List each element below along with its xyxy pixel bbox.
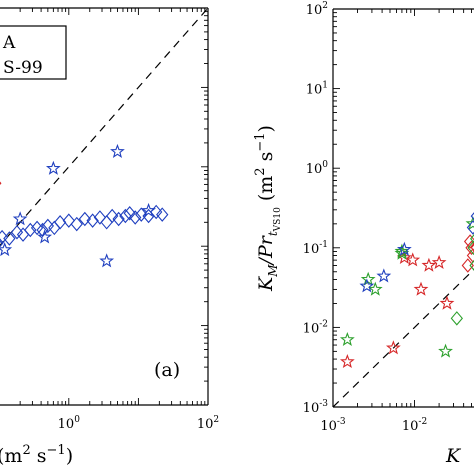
one-to-one-line-b (333, 268, 474, 407)
legend-a: A S-99 (0, 25, 67, 80)
star-marker-s5-p2 (396, 241, 412, 256)
diamond-marker-s4-p11 (36, 222, 49, 238)
y-tick-label-b-2: 10-1 (303, 240, 328, 257)
x-axis-label-a: (m2 s−1) (0, 443, 73, 467)
y-tick-label-b-3: 100 (306, 160, 329, 177)
diamond-marker-s4-p22 (112, 211, 125, 227)
star-marker-s3-p0 (339, 331, 355, 347)
diamond-marker-s4-p23 (119, 208, 132, 224)
diamond-marker-s2-p0 (450, 311, 463, 326)
panel-a: 10-2100102AS-99(a)(m2 s−1) (0, 7, 219, 467)
diamond-marker-s4-p21 (106, 208, 119, 224)
star-marker-s3-p5 (438, 343, 453, 358)
star-marker-s5-p5 (141, 202, 156, 217)
star-marker-s5-p1 (45, 160, 61, 175)
diamond-marker-s4-p20 (100, 215, 113, 230)
diamond-marker-s4-p14 (53, 215, 67, 230)
diamond-marker-s4-p25 (129, 210, 142, 225)
diamond-marker-s4-p29 (156, 207, 169, 222)
diamond-marker-s4-p18 (86, 213, 99, 228)
diamond-marker-s2-p3 (470, 234, 474, 244)
diamond-marker-s4-p19 (93, 210, 107, 225)
panel-label-a: (a) (154, 359, 180, 381)
star-marker-s5-p3 (99, 253, 115, 268)
star-marker-s3-p2 (367, 281, 383, 296)
diamond-marker-s4-p8 (16, 227, 30, 242)
diamond-marker-s4-p12 (41, 218, 55, 234)
x-axis-label-b: K (445, 445, 462, 467)
x-tick-label-b-1: 10-2 (402, 417, 427, 434)
diamond-marker-s4-p5 (0, 229, 9, 245)
diamond-marker-s4-p4 (0, 238, 4, 248)
star-marker-s5-p6 (0, 242, 13, 257)
y-tick-label-b-5: 102 (306, 1, 328, 18)
panel-b: 10-3 10-2 10-1 100 101 102 10-3 10-2 KM/PrtVS10 … (253, 1, 474, 467)
diamond-marker-s0-p4 (470, 243, 474, 252)
star-marker-s5-p1 (376, 268, 392, 283)
diamond-marker-s4-p0 (466, 220, 474, 235)
legend-entry-1: S-99 (3, 58, 43, 78)
axes-b (332, 8, 474, 408)
diamond-marker-s4-p9 (24, 222, 37, 238)
y-tick-label-b-1: 10-2 (303, 319, 328, 336)
diamond-marker-s4-p6 (3, 231, 16, 246)
y-tick-label-b-4: 101 (306, 81, 328, 98)
star-marker-s5-p2 (12, 211, 28, 226)
diamond-marker-s4-p17 (78, 211, 92, 227)
diamond-marker-s2-p2 (469, 260, 474, 271)
star-marker-s1-p4 (421, 257, 437, 272)
diamond-marker-s0-p2 (0, 181, 2, 186)
x-tick-label-a-1: 100 (58, 415, 81, 432)
star-marker-s1-p0 (339, 354, 355, 369)
star-marker-s1-p6 (439, 295, 455, 310)
star-marker-s5-p0 (359, 278, 375, 293)
star-marker-s1-p1 (385, 340, 401, 355)
diamond-marker-s4-p26 (135, 207, 148, 222)
star-marker-s1-p5 (431, 254, 447, 269)
star-marker-s1-p7 (413, 281, 429, 296)
x-tick-label-b-0: 10-3 (320, 417, 346, 434)
diamond-marker-s4-p16 (70, 216, 83, 232)
star-marker-s5-p4 (37, 229, 53, 244)
y-tick-label-b-0: 10-3 (303, 399, 329, 416)
x-tick-label-a-2: 102 (197, 415, 219, 432)
star-marker-s3-p4 (394, 245, 410, 260)
axes-a (0, 7, 209, 406)
star-marker-s3-p6 (465, 216, 474, 231)
diamond-marker-s4-p7 (10, 224, 24, 240)
star-marker-s1-p3 (405, 252, 421, 267)
diamond-marker-s0-p1 (465, 240, 474, 256)
y-axis-label-b: KM/PrtVS10 (m2 s−1) (253, 125, 283, 292)
diamond-marker-s4-p15 (62, 213, 75, 228)
one-to-one-line-a (0, 8, 208, 247)
star-marker-s5-p0 (110, 143, 125, 158)
diamond-marker-s4-p1 (470, 212, 474, 221)
legend-entry-0: A (2, 33, 16, 53)
diamond-marker-s4-p24 (123, 206, 136, 221)
